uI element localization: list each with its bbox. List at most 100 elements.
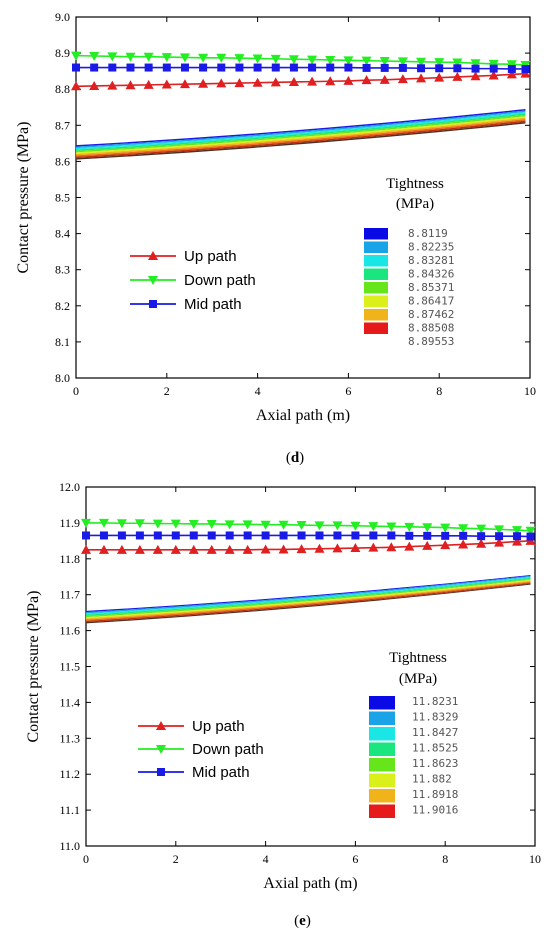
data-point-down-path [71,51,81,61]
x-tick-label: 4 [255,384,261,398]
x-tick-label: 2 [164,384,170,398]
legend-label: Down path [192,741,264,758]
colorbar-value: 8.88508 [408,322,454,335]
data-point-mid-path [423,531,432,540]
contour-band-strip [76,119,526,157]
data-point-mid-path [513,532,522,541]
y-tick-label: 11.8 [59,552,80,566]
y-tick-label: 11.0 [59,839,80,853]
data-point-mid-path [351,531,360,540]
data-point-up-path [314,543,325,553]
colorbar-value: 11.8231 [412,695,458,708]
data-point-up-path [188,544,199,554]
x-tick-label: 6 [352,852,358,866]
contour-band-strip [76,122,526,160]
panel-letter: e [299,913,306,929]
y-tick-label: 8.3 [55,263,70,277]
y-tick-label: 8.4 [55,227,70,241]
y-tick-label: 8.0 [55,371,70,385]
legend-marker [157,768,165,776]
data-point-down-path [422,523,433,533]
legend-label: Mid path [192,764,250,781]
y-tick-label: 8.9 [55,46,70,60]
y-axis-label: Contact pressure (MPa) [15,122,32,274]
y-tick-label: 8.1 [55,335,70,349]
data-point-down-path [314,521,325,531]
data-point-mid-path [471,64,480,73]
data-point-down-path [107,52,118,62]
data-point-up-path [260,544,271,554]
data-point-down-path [234,54,245,64]
colorbar-value: 8.85371 [408,281,454,294]
y-tick-label: 8.8 [55,82,70,96]
data-point-mid-path [153,531,162,540]
x-tick-label: 10 [529,852,541,866]
data-point-up-path [116,544,127,554]
data-point-down-path [260,520,271,530]
data-point-up-path [520,68,531,78]
y-tick-label: 11.7 [59,588,80,602]
contour-band-strip [86,579,531,619]
data-point-down-path [125,52,136,62]
x-tick-label: 4 [263,852,269,866]
data-point-up-path [404,541,415,551]
data-point-up-path [170,544,181,554]
colorbar-title: Tightness [389,650,447,666]
data-point-mid-path [315,531,324,540]
series-line-up-path [75,72,526,88]
data-point-up-path [81,544,91,554]
data-point-mid-path [144,63,153,72]
x-tick-label: 0 [83,852,89,866]
data-point-mid-path [162,63,171,72]
data-point-up-path [134,544,145,554]
data-point-up-path [143,79,154,89]
data-point-mid-path [441,531,450,540]
data-point-down-path [188,519,199,529]
data-point-up-path [224,544,235,554]
colorbar-swatch [364,255,388,267]
data-point-mid-path [387,531,396,540]
data-point-mid-path [126,63,135,72]
data-point-up-path [506,69,517,79]
data-point-mid-path [369,531,378,540]
data-point-down-path [198,53,209,63]
x-tick-label: 6 [345,384,351,398]
data-point-up-path [270,77,281,87]
data-point-mid-path [108,63,117,72]
colorbar-swatch [364,241,388,253]
panel-letter: d [291,450,300,466]
data-point-up-path [440,540,451,550]
data-point-down-path [525,526,536,536]
data-point-mid-path [380,63,389,72]
colorbar-swatch [369,742,395,756]
data-point-down-path [89,51,100,61]
data-point-down-path [488,59,499,69]
data-point-mid-path [289,63,298,72]
colorbar-unit: (MPa) [399,671,437,687]
data-point-down-path [81,518,91,528]
data-point-up-path [512,536,523,546]
data-point-down-path [170,519,181,529]
panel-label: (e) [294,913,311,929]
data-point-up-path [198,78,209,88]
data-point-up-path [452,71,463,81]
data-point-mid-path [180,63,189,72]
series-line-down-path [86,522,531,532]
colorbar-swatch [364,309,388,321]
legend-marker [148,251,158,260]
contour-band-strip [86,576,531,615]
colorbar-value: 11.8427 [412,726,458,739]
colorbar-swatch [369,711,395,725]
colorbar-title: Tightness [386,176,444,192]
y-tick-label: 11.9 [59,516,80,530]
plot-frame [75,16,531,379]
data-point-down-path [404,522,415,532]
data-point-down-path [252,54,263,64]
legend-marker [156,745,166,754]
y-tick-label: 12.0 [59,480,80,494]
y-tick-label: 8.2 [55,299,70,313]
y-tick-label: 8.5 [55,191,70,205]
data-point-up-path [288,76,299,86]
data-point-mid-path [243,531,252,540]
data-point-mid-path [117,531,126,540]
